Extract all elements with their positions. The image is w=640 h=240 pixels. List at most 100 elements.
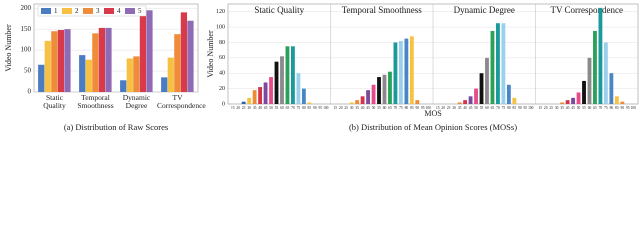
x-tick-label: 100 xyxy=(528,106,534,110)
x-tick-label: 15 xyxy=(436,106,440,110)
bar xyxy=(247,97,252,104)
x-tick-label: 70 xyxy=(394,106,398,110)
legend-swatch xyxy=(104,8,114,14)
x-tick-label: 60 xyxy=(588,106,592,110)
x-tick-label: 95 xyxy=(626,106,630,110)
x-tick-label: 65 xyxy=(388,106,392,110)
x-tick-label: 85 xyxy=(308,106,312,110)
bar xyxy=(301,88,306,104)
x-tick-label: 85 xyxy=(410,106,414,110)
x-tick-label: 45 xyxy=(469,106,473,110)
legend-label: 4 xyxy=(117,7,121,15)
legend-label: 2 xyxy=(75,7,79,15)
bar xyxy=(409,36,414,104)
x-tick-label: 90 xyxy=(621,106,625,110)
x-tick-label: 50 xyxy=(269,106,273,110)
legend-label: 1 xyxy=(54,7,58,15)
y-tick-label: 20 xyxy=(219,86,225,92)
y-tick-label: 0 xyxy=(28,88,32,96)
bar xyxy=(38,64,45,92)
x-tick-label: 40 xyxy=(463,106,467,110)
bar xyxy=(582,80,586,104)
bar xyxy=(571,97,575,104)
x-tick-label: 15 xyxy=(333,106,337,110)
bar xyxy=(415,100,420,104)
bar xyxy=(371,84,376,104)
x-tick-label: 45 xyxy=(366,106,370,110)
x-tick-label: 30 xyxy=(247,106,251,110)
bar xyxy=(360,96,365,104)
bar xyxy=(609,73,614,104)
bar xyxy=(501,23,506,104)
x-tick-label: 80 xyxy=(302,106,306,110)
page: {"chart_data": [ {"type": "grouped-bar",… xyxy=(3,3,639,132)
bar xyxy=(291,46,295,104)
x-tick-label: Static Quality xyxy=(43,93,66,110)
x-tick-label: 70 xyxy=(496,106,500,110)
x-tick-label: 90 xyxy=(416,106,420,110)
x-tick-label: 55 xyxy=(582,106,586,110)
bar xyxy=(146,10,153,93)
x-tick-label: 20 xyxy=(544,106,548,110)
x-tick-label: 30 xyxy=(350,106,354,110)
y-tick-label: 200 xyxy=(21,4,32,12)
x-tick-label: 75 xyxy=(604,106,608,110)
legend-label: 3 xyxy=(96,7,100,15)
bar xyxy=(296,73,301,104)
y-tick-label: 60 xyxy=(219,55,225,61)
x-tick-label: Temporal Smoothness xyxy=(77,93,114,110)
x-tick-label: 95 xyxy=(318,106,322,110)
x-tick-label: 100 xyxy=(631,106,637,110)
bar xyxy=(598,7,603,105)
bar xyxy=(241,101,246,104)
x-tick-label: 65 xyxy=(286,106,290,110)
x-tick-label: 95 xyxy=(421,106,425,110)
x-tick-label: 30 xyxy=(555,106,559,110)
bar xyxy=(167,57,174,92)
x-tick-label: 80 xyxy=(610,106,614,110)
bar xyxy=(269,77,273,104)
y-tick-label: 150 xyxy=(21,25,32,33)
y-tick-label: 50 xyxy=(24,67,32,75)
bar xyxy=(506,84,511,104)
bar xyxy=(512,97,517,104)
bar xyxy=(490,30,495,104)
bar xyxy=(614,96,619,104)
x-tick-label: 35 xyxy=(253,106,257,110)
bar xyxy=(307,102,312,104)
caption: (a) Distribution of Raw Scores xyxy=(64,122,168,132)
x-tick-label: 40 xyxy=(361,106,365,110)
x-tick-label: 55 xyxy=(377,106,381,110)
bar xyxy=(479,73,484,104)
x-tick-label: 15 xyxy=(231,106,235,110)
bar xyxy=(398,40,403,104)
x-tick-label: 15 xyxy=(538,106,542,110)
bar xyxy=(404,38,409,104)
x-tick-label: 55 xyxy=(480,106,484,110)
x-tick-label: 75 xyxy=(399,106,403,110)
x-tick-label: 70 xyxy=(291,106,295,110)
bar xyxy=(120,80,127,92)
bar xyxy=(603,42,608,104)
bar xyxy=(85,59,92,92)
x-tick-label: 60 xyxy=(280,106,284,110)
bar xyxy=(258,87,263,104)
x-tick-label: 85 xyxy=(615,106,619,110)
bar xyxy=(98,27,106,93)
x-tick-label: 95 xyxy=(523,106,527,110)
bar xyxy=(468,96,473,104)
x-tick-label: 50 xyxy=(372,106,376,110)
x-tick-label: 80 xyxy=(507,106,511,110)
legend-swatch xyxy=(125,8,135,14)
bar xyxy=(463,100,468,104)
bar xyxy=(349,102,354,104)
bar xyxy=(92,33,99,92)
bar xyxy=(133,56,140,92)
x-tick-label: 35 xyxy=(458,106,462,110)
bar xyxy=(187,20,194,93)
x-tick-label: 35 xyxy=(560,106,564,110)
bar xyxy=(393,42,398,104)
bar xyxy=(64,29,71,92)
y-tick-label: 40 xyxy=(219,71,225,77)
x-tick-label: 25 xyxy=(447,106,451,110)
